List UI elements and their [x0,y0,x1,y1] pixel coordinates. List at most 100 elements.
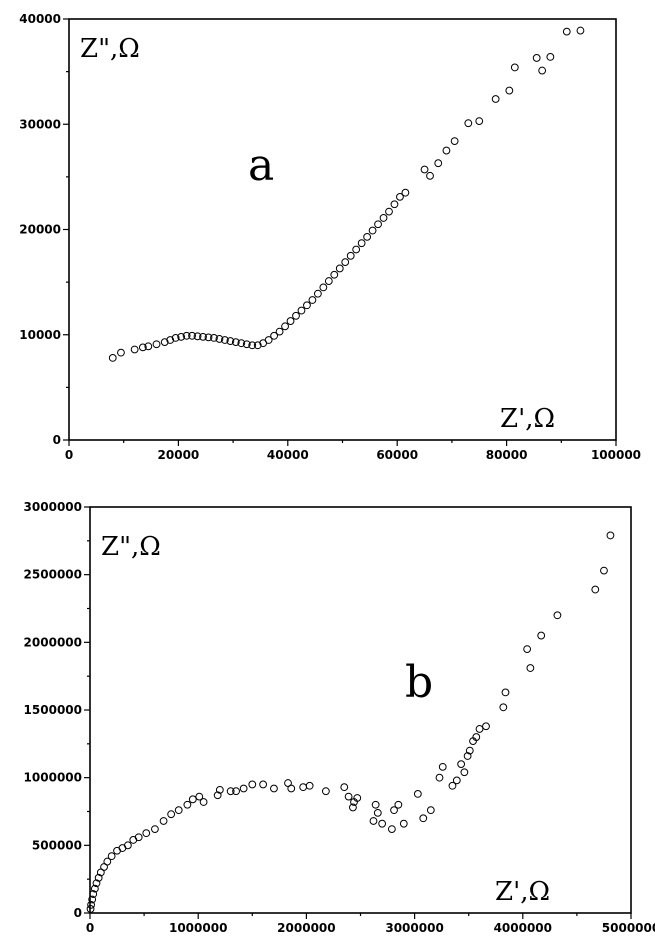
data-point [292,311,300,320]
x-tick-label: 0 [86,921,94,935]
y-tick-label: 30000 [19,117,61,131]
data-point [379,214,388,222]
data-point [193,332,202,341]
y-tick-label: 2000000 [24,635,82,649]
data-point [448,781,457,790]
data-point [248,341,257,350]
data-point [426,171,434,180]
data-point [435,773,444,782]
data-point [538,66,547,75]
plot-frame [68,18,617,441]
data-point [387,825,396,833]
data-point [259,780,268,789]
data-point [465,746,474,755]
data-point [499,703,508,712]
data-point [226,787,235,796]
data-point [160,338,169,347]
data-point [313,289,322,298]
y-tick-label: 0 [53,433,61,447]
x-axis-label: Z',Ω [495,877,550,907]
data-point [88,895,97,904]
data-point [183,800,192,809]
data-point [523,645,532,653]
data-point [286,317,295,325]
y-tick-label: 0 [74,906,82,920]
data-point [420,165,429,174]
data-point [452,776,461,785]
data-point [532,54,541,62]
data-point [130,345,139,354]
data-point [159,817,168,825]
data-point [591,585,600,594]
data-point [297,306,306,315]
data-point [151,825,159,833]
data-point [346,251,355,260]
data-point [199,798,208,806]
y-tick-label: 2500000 [24,568,82,582]
data-point [374,220,382,229]
data-point [166,336,175,344]
panel-letter: a [248,140,274,191]
data-point [464,119,473,128]
data-point [475,117,484,125]
y-tick-label: 1000000 [24,771,82,785]
data-point [182,331,191,340]
data-point [188,795,197,804]
data-point [152,340,161,349]
data-point [576,26,585,35]
data-point [281,322,289,331]
data-point [239,784,248,793]
x-tick-label: 3000000 [385,921,443,935]
data-point [299,783,308,792]
data-point [237,339,246,348]
data-point [426,806,435,815]
data-point [231,338,240,347]
data-point [86,905,95,913]
data-point [463,752,472,760]
data-point [199,332,207,341]
x-tick-label: 80000 [486,448,528,462]
data-point [526,664,535,672]
data-point [419,814,428,823]
data-point [442,146,451,155]
data-point [215,335,224,343]
data-point [270,784,278,793]
data-point [600,566,608,575]
x-tick-label: 60000 [376,448,418,462]
y-tick-label: 20000 [19,223,61,237]
data-point [475,725,484,733]
data-point [335,264,344,273]
data-point [220,336,229,344]
data-point [87,900,95,909]
data-point [195,792,204,801]
x-tick-label: 5000000 [602,921,655,935]
y-axis-label: Z",Ω [101,532,161,562]
data-point [546,52,555,61]
data-point [303,301,311,310]
data-point [330,270,339,279]
data-point [177,332,186,341]
data-point [232,787,240,796]
data-point [501,688,510,697]
data-point [171,334,180,342]
data-point [138,343,147,352]
data-point [108,354,117,362]
data-point [215,785,224,794]
data-point [413,790,422,798]
y-tick-label: 40000 [19,12,61,26]
plot-frame [89,506,632,914]
data-point [142,829,151,838]
y-tick-label: 1500000 [24,703,82,717]
data-point [349,803,357,812]
data-point [226,337,235,345]
data-point [482,722,490,731]
data-point [204,333,213,342]
data-point [134,833,143,842]
data-point [287,784,296,793]
data-point [510,63,519,72]
data-point [308,296,317,304]
data-point [378,819,387,828]
data-point [371,800,380,809]
data-point [89,890,98,898]
